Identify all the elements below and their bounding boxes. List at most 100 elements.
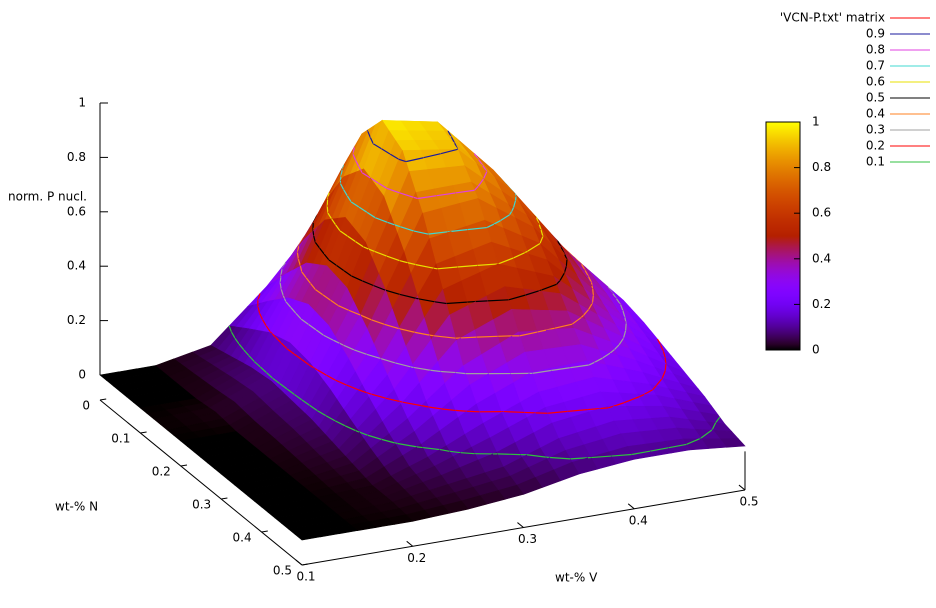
- contour-line: [385, 397, 400, 402]
- contour-line: [467, 226, 487, 231]
- contour-line: [478, 159, 484, 166]
- contour-line: [649, 447, 669, 452]
- contour-line: [493, 220, 501, 225]
- contour-line: [389, 153, 400, 160]
- contour-line: [343, 344, 355, 351]
- contour-line: [393, 224, 401, 228]
- contour-line: [326, 374, 337, 381]
- contour-line: [231, 331, 236, 339]
- contour-line: [301, 359, 310, 366]
- contour-line: [351, 275, 363, 282]
- contour-line: [279, 383, 288, 390]
- contour-line: [315, 289, 324, 296]
- contour-line: [519, 331, 538, 337]
- contour-line: [638, 393, 645, 398]
- contour-line: [283, 298, 287, 303]
- contour-line: [643, 389, 653, 396]
- contour-line: [308, 323, 317, 331]
- contour-line: [386, 187, 401, 194]
- contour-line: [323, 334, 334, 341]
- contour-line: [265, 325, 271, 332]
- contour-line: [334, 420, 346, 427]
- contour-line: [336, 264, 345, 272]
- cb-tick-label: 0.2: [812, 297, 831, 311]
- contour-line: [301, 271, 307, 279]
- contour-line: [535, 217, 540, 225]
- contour-line: [337, 305, 350, 311]
- contour-line: [500, 214, 510, 222]
- contour-line: [428, 406, 442, 410]
- contour-line: [358, 431, 369, 436]
- y-tick-label: 0: [82, 399, 90, 413]
- contour-line: [571, 317, 582, 325]
- contour-line: [460, 336, 477, 339]
- legend-label: 0.5: [866, 91, 885, 105]
- contour-line: [700, 429, 713, 439]
- contour-line: [355, 430, 360, 433]
- contour-line: [427, 231, 448, 235]
- contour-line: [310, 283, 316, 290]
- contour-line: [450, 136, 456, 144]
- contour-line: [584, 270, 589, 277]
- contour-line: [335, 224, 341, 232]
- contour-line: [343, 270, 352, 277]
- contour-line: [439, 449, 450, 452]
- contour-line: [590, 455, 612, 459]
- contour-line: [323, 253, 330, 261]
- contour-line: [314, 242, 321, 249]
- contour-line: [313, 235, 316, 243]
- contour-line: [371, 319, 385, 325]
- contour-line: [588, 361, 595, 366]
- contour-line: [455, 371, 466, 375]
- contour-line: [299, 265, 303, 273]
- contour-line: [352, 154, 357, 161]
- contour-line: [466, 410, 480, 413]
- contour-line: [441, 408, 456, 412]
- contour-line: [331, 218, 337, 226]
- contour-line: [358, 389, 367, 394]
- contour-line: [374, 217, 388, 223]
- contour-line: [413, 196, 418, 200]
- contour-line: [317, 369, 327, 376]
- contour-line: [474, 185, 479, 191]
- z-tick-label: 0.4: [67, 259, 86, 273]
- contour-line: [455, 189, 475, 194]
- contour-line: [234, 337, 240, 345]
- contour-line: [325, 415, 336, 422]
- contour-line: [460, 452, 475, 455]
- contour-line: [434, 301, 447, 305]
- x-tick-label: 0.5: [739, 495, 758, 509]
- legend-label: 0.6: [866, 75, 885, 89]
- contour-line: [402, 401, 422, 407]
- contour-line: [563, 266, 567, 273]
- contour-line: [664, 364, 667, 372]
- contour-line: [286, 388, 295, 396]
- contour-line: [715, 416, 721, 424]
- contour-line: [623, 330, 627, 338]
- contour-line: [297, 259, 301, 266]
- contour-line: [399, 400, 403, 403]
- contour-line: [339, 230, 349, 237]
- contour-line: [421, 405, 429, 408]
- legend-label: 0.4: [866, 107, 885, 121]
- y-tick-label: 0.1: [111, 432, 130, 446]
- contour-line: [385, 289, 401, 296]
- x-tick: [738, 484, 746, 491]
- z-tick-label: 0.8: [67, 150, 86, 164]
- contour-line: [609, 349, 615, 354]
- z-tick-label: 0.2: [67, 313, 86, 327]
- contour-line: [446, 301, 467, 305]
- contour-line: [487, 299, 509, 302]
- contour-line: [369, 137, 374, 144]
- contour-line: [285, 301, 292, 308]
- contour-line: [423, 153, 441, 159]
- contour-line: [360, 169, 363, 174]
- contour-line: [508, 294, 526, 301]
- contour-line: [333, 339, 340, 344]
- contour-line: [294, 394, 303, 401]
- x-tick: [627, 503, 635, 510]
- colorbox: [765, 121, 801, 351]
- contour-line: [308, 364, 314, 369]
- contour-line: [560, 246, 565, 254]
- contour-line: [565, 259, 568, 267]
